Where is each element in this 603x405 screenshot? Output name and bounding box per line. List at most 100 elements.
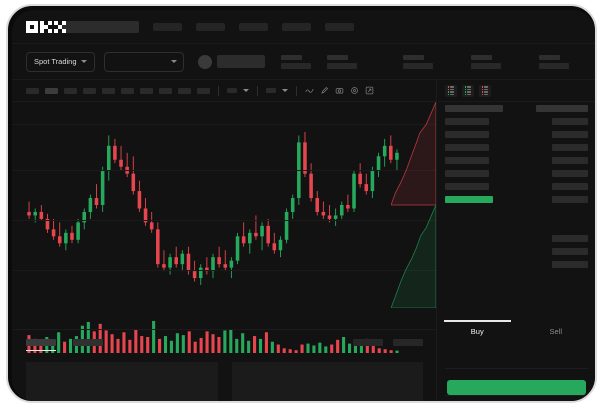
chevron-down-icon[interactable] — [282, 89, 288, 92]
orderbook-row[interactable] — [438, 245, 595, 258]
market-stat-value — [470, 62, 501, 69]
buy-sell-tabs: Buy Sell — [438, 320, 595, 342]
interval-label[interactable] — [266, 88, 276, 93]
orderbook-row[interactable] — [438, 297, 595, 310]
orders-tab-1[interactable] — [73, 330, 103, 355]
orderbook-row[interactable] — [438, 167, 595, 180]
orderbook-row[interactable] — [438, 154, 595, 167]
orderbook-row[interactable] — [438, 193, 595, 206]
orderbook-cell-right — [552, 157, 588, 164]
timeframe-button-3[interactable] — [83, 87, 96, 94]
market-stat-label — [326, 54, 348, 60]
orderbook-cell-left — [445, 157, 489, 164]
candlestick-series — [27, 131, 399, 286]
chart-type-label[interactable] — [227, 88, 237, 93]
market-stat-0 — [280, 54, 311, 69]
trading-pair-select[interactable] — [103, 51, 184, 72]
timeframe-button-9[interactable] — [197, 87, 210, 94]
market-stat-label — [402, 54, 424, 60]
market-type-dropdown[interactable]: Spot Trading — [26, 51, 95, 72]
orderbook-cell-left — [445, 183, 489, 190]
orders-tab-0[interactable] — [26, 330, 56, 355]
orderbook-cell-left — [445, 105, 503, 112]
timeframe-button-1[interactable] — [45, 87, 58, 94]
orderbook-row[interactable] — [438, 141, 595, 154]
orderbook-cell-left — [445, 131, 489, 138]
both-sides-icon[interactable] — [445, 84, 457, 97]
tab-buy[interactable]: Buy — [438, 320, 517, 342]
orderbook-cell-left — [445, 144, 489, 151]
orderbook-cell-right — [552, 131, 588, 138]
market-depth-chart — [390, 101, 437, 309]
nav-item-2[interactable] — [239, 22, 268, 31]
order-field-total[interactable] — [445, 396, 588, 401]
orders-action-0[interactable] — [353, 339, 383, 346]
orderbook-row[interactable] — [438, 232, 595, 245]
order-entry-form — [438, 342, 595, 401]
app-screen: Spot Trading — [12, 10, 595, 401]
market-stat-value — [538, 62, 569, 69]
nav-item-4[interactable] — [325, 22, 354, 31]
nav-item-1[interactable] — [196, 22, 225, 31]
timeframe-button-2[interactable] — [64, 87, 77, 94]
chart-toolbar — [12, 80, 436, 102]
candlestick-chart[interactable] — [12, 102, 436, 308]
orderbook-row[interactable] — [438, 219, 595, 232]
orderbook-row[interactable] — [438, 258, 595, 271]
orderbook-cell-right — [552, 144, 588, 151]
toolbar-divider — [257, 85, 258, 96]
orderbook-cell-right — [552, 118, 588, 125]
orderbook-row[interactable] — [438, 284, 595, 297]
order-field-amount[interactable] — [445, 369, 588, 396]
orderbook-row[interactable] — [438, 128, 595, 141]
camera-snapshot-icon[interactable] — [335, 86, 344, 95]
orderbook-cell-left — [445, 170, 489, 177]
chevron-down-icon — [170, 60, 177, 63]
orderbook-row[interactable] — [438, 102, 595, 115]
timeframe-button-4[interactable] — [102, 87, 115, 94]
orderbook-rows[interactable] — [438, 102, 595, 314]
orderbook-cell-right — [552, 235, 588, 242]
market-stat-value — [280, 62, 311, 69]
pair-avatar — [197, 54, 212, 69]
orderbook-cell-right — [552, 261, 588, 268]
asks-only-icon[interactable] — [479, 84, 491, 97]
drawing-pencil-icon[interactable] — [320, 86, 329, 95]
orders-action-1[interactable] — [393, 339, 423, 346]
market-stat-3 — [470, 54, 501, 69]
timeframe-button-8[interactable] — [178, 87, 191, 94]
settings-gear-icon[interactable] — [350, 86, 359, 95]
pair-name-label — [216, 55, 265, 68]
nav-item-0[interactable] — [153, 22, 182, 31]
tab-sell[interactable]: Sell — [549, 326, 562, 336]
timeframe-button-5[interactable] — [121, 87, 134, 94]
nav-item-3[interactable] — [282, 22, 311, 31]
orderbook-row[interactable] — [438, 271, 595, 284]
chart-column — [12, 80, 437, 401]
orderbook-best-bid — [445, 196, 493, 203]
order-field-price[interactable] — [445, 342, 588, 369]
place-order-button[interactable] — [447, 380, 586, 395]
fullscreen-icon[interactable] — [365, 86, 374, 95]
okx-logo-icon[interactable] — [26, 21, 66, 33]
timeframe-button-0[interactable] — [26, 87, 39, 94]
market-stat-4 — [538, 54, 569, 69]
orderbook-row[interactable] — [438, 180, 595, 193]
orders-tab-bar — [12, 329, 436, 355]
timeframe-button-7[interactable] — [159, 87, 172, 94]
indicators-icon[interactable] — [305, 86, 314, 95]
chevron-down-icon[interactable] — [243, 89, 249, 92]
orders-panel-0 — [26, 362, 218, 401]
global-search-input[interactable] — [62, 20, 139, 33]
orders-panel-area — [12, 355, 436, 401]
orderbook-row[interactable] — [438, 115, 595, 128]
chevron-down-icon — [80, 60, 87, 63]
market-stat-1 — [326, 54, 357, 69]
orderbook-row[interactable] — [438, 206, 595, 219]
orders-panel-1 — [231, 362, 423, 401]
market-stat-label — [538, 54, 560, 60]
top-navigation-bar — [12, 10, 595, 44]
bids-only-icon[interactable] — [462, 84, 474, 97]
market-stat-label — [280, 54, 302, 60]
timeframe-button-6[interactable] — [140, 87, 153, 94]
